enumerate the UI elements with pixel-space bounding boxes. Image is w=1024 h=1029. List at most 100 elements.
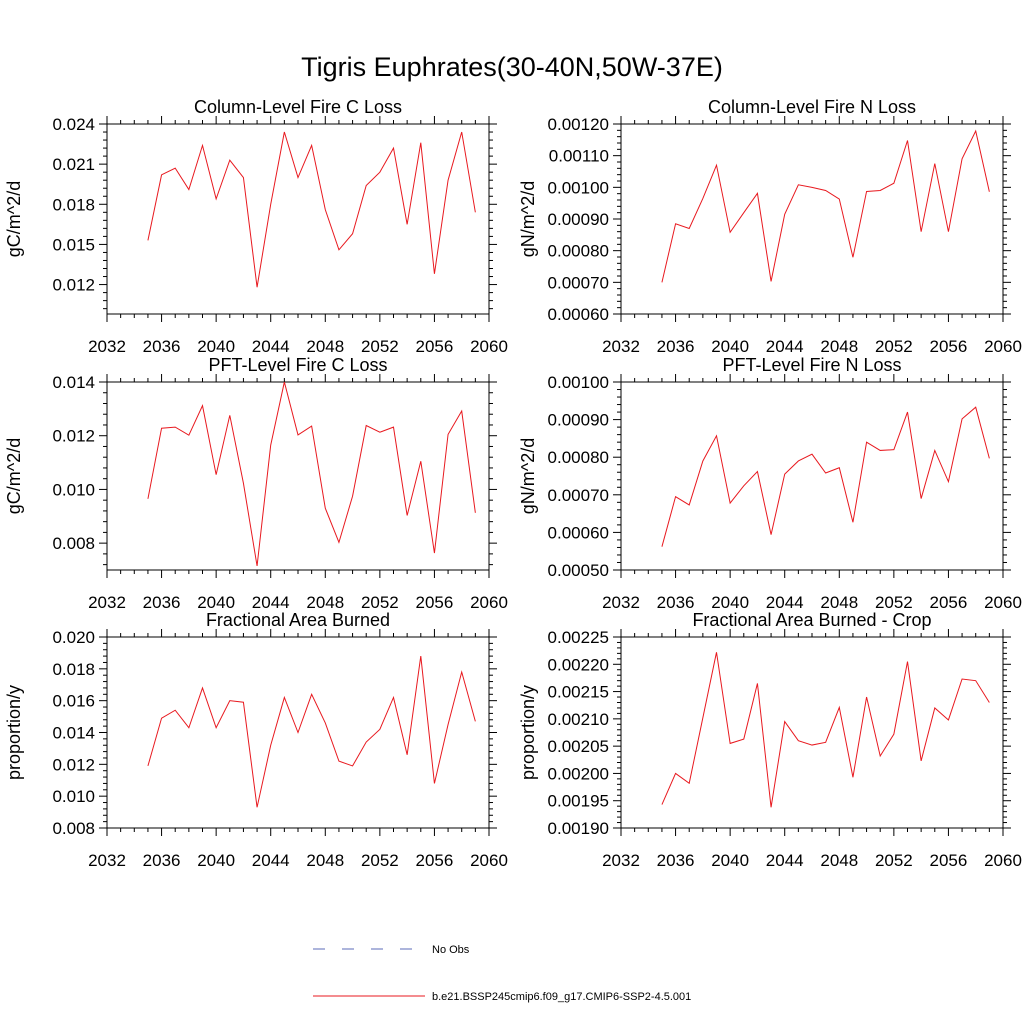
x-tick-label: 2044 [766,593,804,612]
x-tick-label: 2052 [875,851,913,870]
y-tick-label: 0.010 [52,787,95,806]
legend: No Obs b.e21.BSSP245cmip6.f09_g17.CMIP6-… [313,944,691,1003]
x-tick-label: 2036 [657,337,695,356]
x-tick-label: 2056 [930,851,968,870]
x-tick-label: 2060 [984,337,1022,356]
legend-model-label: b.e21.BSSP245cmip6.f09_g17.CMIP6-SSP2-4.… [432,991,691,1003]
panel-title: Column-Level Fire N Loss [708,97,916,117]
x-tick-label: 2040 [197,851,235,870]
y-axis-label: proportion/y [518,685,538,780]
x-tick-label: 2036 [143,337,181,356]
y-tick-label: 0.00120 [548,115,609,134]
y-tick-label: 0.010 [52,480,95,499]
y-axis-label: gN/m^2/d [518,438,538,514]
x-tick-label: 2060 [470,337,508,356]
y-tick-label: 0.00080 [548,448,609,467]
series-line [147,131,476,288]
y-tick-label: 0.018 [52,195,95,214]
x-tick-label: 2048 [306,593,344,612]
x-tick-label: 2056 [416,337,454,356]
y-tick-label: 0.00050 [548,561,609,580]
x-tick-label: 2052 [875,337,913,356]
plot-frame [106,381,490,571]
chart-panel: Fractional Area Burned proportion/y 2032 20… [4,610,508,870]
plot-frame [620,636,1004,829]
x-tick-label: 2044 [766,851,804,870]
x-tick-label: 2040 [197,337,235,356]
series-line [661,652,990,808]
chart-panel: Column-Level Fire N Loss gN/m^2/d 2032 2036… [518,97,1022,356]
x-tick-label: 2052 [361,337,399,356]
x-tick-label: 2060 [470,851,508,870]
panel-title: Fractional Area Burned [206,610,390,630]
x-tick-label: 2032 [602,337,640,356]
y-tick-label: 0.008 [52,819,95,838]
y-tick-label: 0.00215 [548,683,609,702]
x-tick-label: 2048 [306,851,344,870]
panel-title: Column-Level Fire C Loss [194,97,402,117]
y-tick-label: 0.015 [52,235,95,254]
x-tick-label: 2052 [361,851,399,870]
y-tick-label: 0.00090 [548,411,609,430]
panel-title: Fractional Area Burned - Crop [692,610,931,630]
y-tick-label: 0.012 [52,755,95,774]
chart-panel: PFT-Level Fire N Loss gN/m^2/d 2032 2036 204… [518,355,1022,612]
x-tick-label: 2048 [820,337,858,356]
y-tick-label: 0.012 [52,276,95,295]
y-tick-label: 0.014 [52,724,95,743]
y-tick-label: 0.018 [52,660,95,679]
y-tick-label: 0.00200 [548,764,609,783]
y-axis-label: gN/m^2/d [518,181,538,257]
y-tick-label: 0.00090 [548,210,609,229]
x-tick-label: 2048 [820,593,858,612]
x-tick-label: 2060 [984,593,1022,612]
panel-title: PFT-Level Fire N Loss [722,355,901,375]
x-tick-label: 2056 [416,593,454,612]
y-axis-label: gC/m^2/d [4,181,24,257]
x-tick-label: 2044 [252,593,290,612]
y-tick-label: 0.00210 [548,710,609,729]
legend-obs-label: No Obs [432,944,470,956]
x-tick-label: 2036 [143,593,181,612]
x-tick-label: 2040 [711,337,749,356]
x-tick-label: 2048 [820,851,858,870]
x-tick-label: 2044 [766,337,804,356]
y-tick-label: 0.00225 [548,628,609,647]
chart-panel: Fractional Area Burned - Crop proportion/… [518,610,1022,870]
x-tick-label: 2036 [143,851,181,870]
x-tick-label: 2040 [711,851,749,870]
x-tick-label: 2056 [930,593,968,612]
y-tick-label: 0.008 [52,534,95,553]
y-tick-label: 0.014 [52,373,95,392]
y-axis-label: gC/m^2/d [4,438,24,514]
y-tick-label: 0.021 [52,155,95,174]
y-tick-label: 0.024 [52,115,95,134]
x-tick-label: 2044 [252,851,290,870]
y-tick-label: 0.00190 [548,819,609,838]
panel-title: PFT-Level Fire C Loss [208,355,387,375]
x-tick-label: 2048 [306,337,344,356]
y-tick-label: 0.00100 [548,178,609,197]
x-tick-label: 2040 [711,593,749,612]
y-tick-label: 0.00205 [548,737,609,756]
x-tick-label: 2060 [984,851,1022,870]
x-tick-label: 2052 [361,593,399,612]
y-tick-label: 0.00100 [548,373,609,392]
plot-frame [106,123,490,315]
x-tick-label: 2056 [930,337,968,356]
x-tick-label: 2032 [88,337,126,356]
y-tick-label: 0.012 [52,427,95,446]
series-line [661,129,990,283]
x-tick-label: 2036 [657,593,695,612]
x-tick-label: 2032 [602,851,640,870]
x-tick-label: 2060 [470,593,508,612]
y-tick-label: 0.020 [52,628,95,647]
x-tick-label: 2056 [416,851,454,870]
series-line [147,656,476,808]
y-tick-label: 0.00220 [548,655,609,674]
y-tick-label: 0.00110 [549,147,609,166]
chart-panels: Column-Level Fire C Loss gC/m^2/d 2032 2036… [4,97,1022,870]
y-tick-label: 0.00070 [548,486,609,505]
y-tick-label: 0.00195 [548,792,609,811]
